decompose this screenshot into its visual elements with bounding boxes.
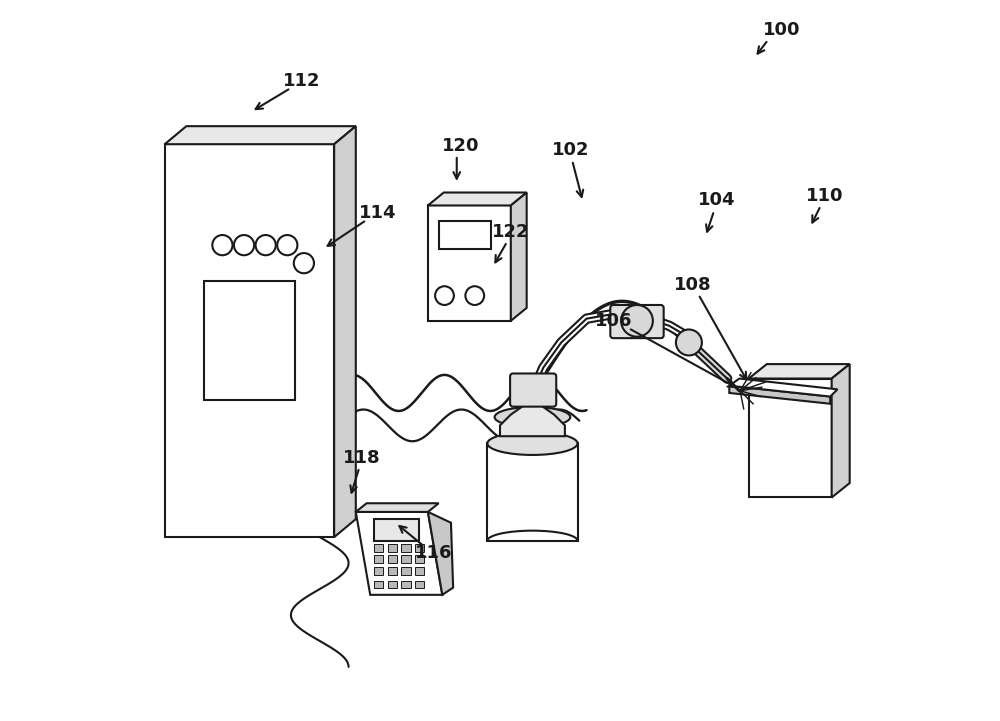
Bar	[401, 581, 411, 588]
Circle shape	[676, 329, 702, 355]
Bar	[401, 544, 411, 552]
Ellipse shape	[487, 432, 578, 455]
Bar	[204, 281, 295, 400]
Bar	[388, 567, 397, 575]
Text: 116: 116	[415, 544, 452, 562]
Bar	[401, 567, 411, 575]
Text: 100: 100	[762, 22, 800, 39]
Bar	[487, 443, 578, 541]
Circle shape	[234, 235, 254, 255]
Text: 120: 120	[442, 137, 479, 154]
Text: 104: 104	[698, 192, 735, 209]
Bar	[165, 144, 334, 537]
Text: 102: 102	[552, 141, 589, 159]
Polygon shape	[500, 404, 565, 436]
Polygon shape	[356, 512, 442, 595]
FancyBboxPatch shape	[610, 305, 664, 338]
Text: 106: 106	[595, 312, 633, 329]
Polygon shape	[832, 364, 850, 497]
Bar	[388, 555, 397, 563]
Bar	[749, 379, 832, 497]
Polygon shape	[428, 512, 453, 595]
Polygon shape	[729, 379, 837, 397]
Polygon shape	[334, 126, 356, 537]
Bar	[388, 581, 397, 588]
Text: 118: 118	[343, 449, 380, 466]
Text: 112: 112	[283, 72, 320, 89]
Circle shape	[277, 235, 297, 255]
Circle shape	[465, 286, 484, 305]
Circle shape	[212, 235, 233, 255]
Bar	[374, 581, 383, 588]
Bar	[439, 221, 491, 249]
Polygon shape	[511, 193, 527, 321]
Polygon shape	[749, 364, 850, 379]
Bar	[374, 567, 383, 575]
Polygon shape	[165, 126, 356, 144]
Text: 114: 114	[359, 204, 396, 221]
Polygon shape	[729, 386, 830, 404]
Bar	[401, 555, 411, 563]
Bar	[415, 544, 424, 552]
Bar	[374, 544, 383, 552]
Polygon shape	[428, 193, 527, 205]
Polygon shape	[356, 503, 439, 512]
Circle shape	[435, 286, 454, 305]
Circle shape	[256, 235, 276, 255]
Bar	[388, 544, 397, 552]
Bar	[415, 567, 424, 575]
Ellipse shape	[495, 407, 570, 427]
Circle shape	[294, 253, 314, 273]
Bar	[428, 205, 511, 321]
Text: 110: 110	[806, 187, 843, 205]
FancyBboxPatch shape	[510, 373, 556, 407]
Text: 122: 122	[492, 224, 530, 241]
Bar	[415, 555, 424, 563]
Bar	[415, 581, 424, 588]
Circle shape	[621, 305, 653, 337]
Bar	[374, 555, 383, 563]
Bar	[374, 519, 419, 541]
Text: 108: 108	[674, 276, 712, 293]
